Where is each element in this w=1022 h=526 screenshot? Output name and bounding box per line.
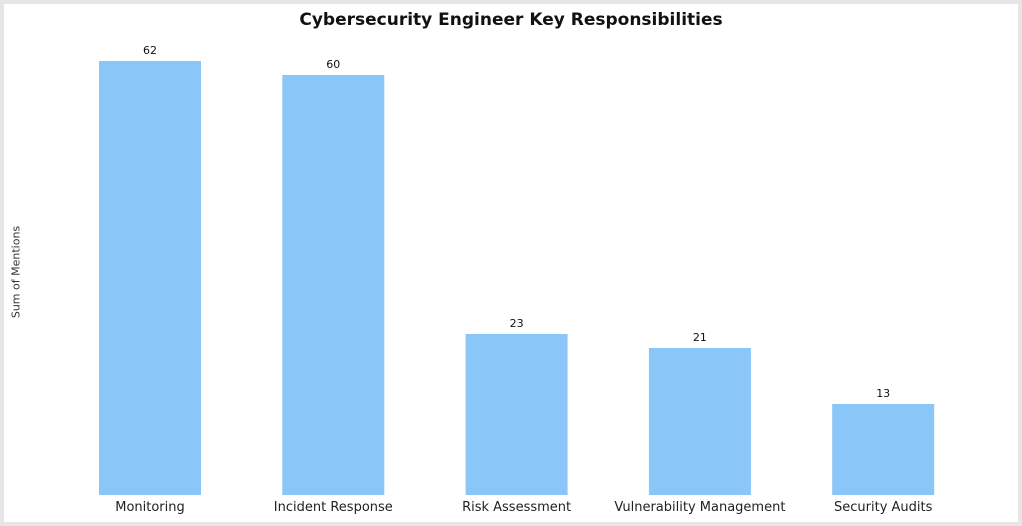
data-label-vulnerability-management: 21	[693, 331, 707, 344]
chart-frame: Cybersecurity Engineer Key Responsibilit…	[4, 4, 1018, 522]
bar-vulnerability-management	[648, 348, 751, 495]
data-label-incident-response: 60	[326, 58, 340, 71]
bar-security-audits	[832, 404, 935, 495]
category-label-vulnerability-management: Vulnerability Management	[614, 500, 785, 515]
category-label-monitoring: Monitoring	[115, 500, 185, 515]
bar-monitoring	[99, 61, 201, 495]
bar-risk-assessment	[465, 334, 568, 495]
data-label-risk-assessment: 23	[510, 317, 524, 330]
bar-incident-response	[282, 75, 385, 495]
category-label-incident-response: Incident Response	[274, 500, 393, 515]
bar-chart: 62 Monitoring 60 Incident Response 23 Risk As…	[99, 44, 935, 515]
data-label-security-audits: 13	[876, 387, 890, 400]
category-label-risk-assessment: Risk Assessment	[462, 500, 571, 515]
category-label-security-audits: Security Audits	[834, 500, 933, 515]
chart-title: Cybersecurity Engineer Key Responsibilit…	[299, 10, 723, 30]
data-label-monitoring: 62	[143, 44, 157, 57]
